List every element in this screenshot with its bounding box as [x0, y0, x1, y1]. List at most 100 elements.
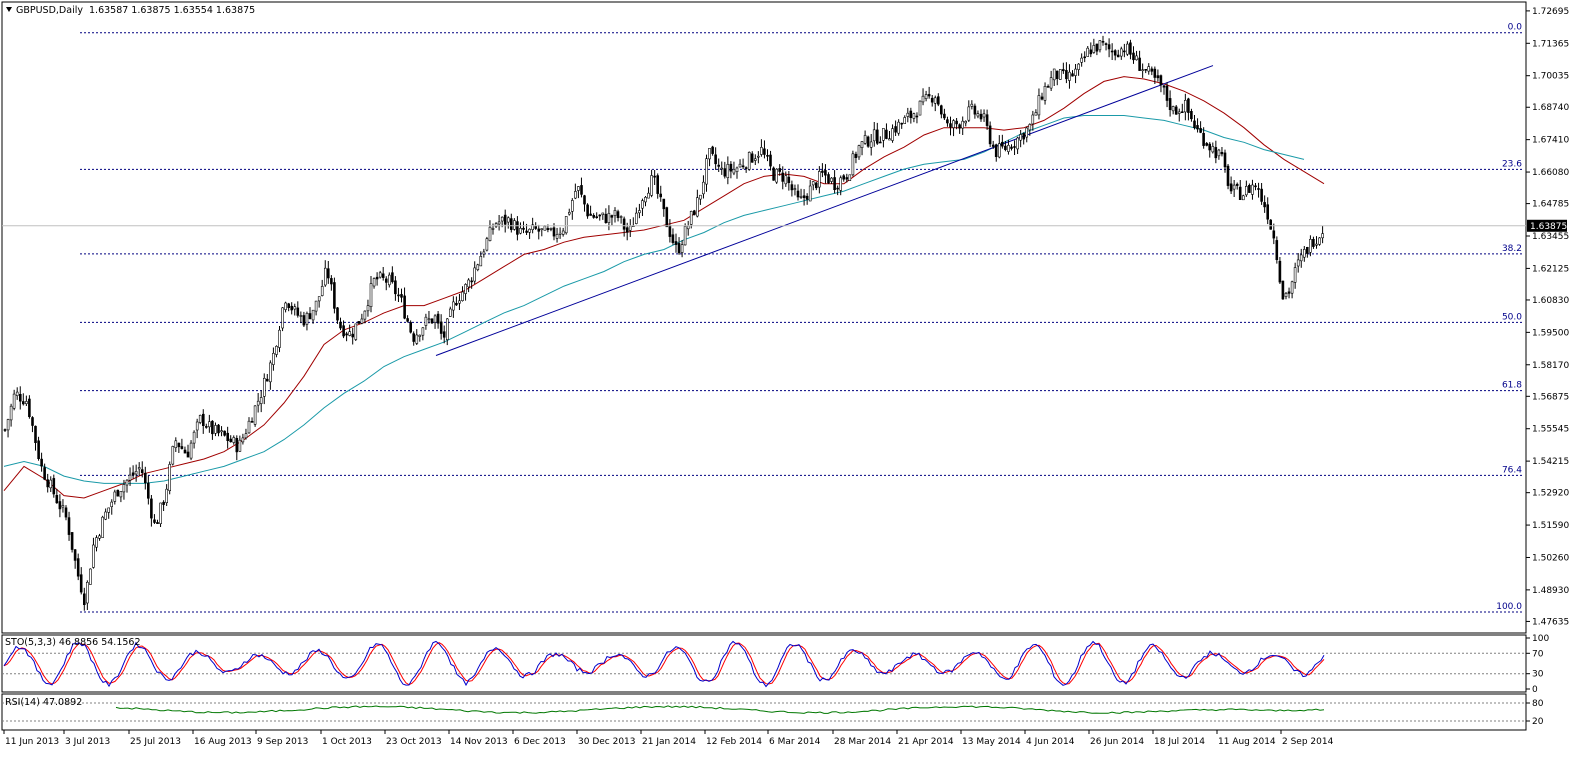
candle-body — [924, 94, 928, 99]
candle-body — [1159, 75, 1163, 86]
candle-body — [540, 228, 544, 230]
trendline-group — [435, 65, 1214, 356]
candle-body — [1303, 249, 1306, 258]
fib-level-label: 0.0 — [1508, 23, 1523, 33]
candle-body — [467, 279, 470, 288]
candle-body — [1007, 145, 1010, 152]
candle-body — [211, 420, 214, 435]
candle-body — [513, 220, 516, 230]
candle-body — [192, 431, 196, 444]
candle-body — [891, 128, 894, 141]
candle-body — [241, 437, 245, 443]
candle-body — [784, 175, 788, 185]
candle-body — [1034, 112, 1038, 116]
candle-body — [31, 417, 34, 426]
candle-body — [18, 393, 22, 402]
candle-body — [567, 212, 571, 215]
candle-body — [1293, 267, 1297, 283]
candle-body — [949, 123, 952, 128]
candle-body — [323, 267, 327, 286]
candle-body — [302, 315, 306, 326]
candle-body — [830, 177, 833, 182]
candle-body — [760, 147, 763, 155]
candle-body — [1086, 47, 1089, 57]
candle-body — [381, 273, 385, 278]
price-tick-label: 1.63455 — [1532, 232, 1569, 242]
candle-body — [1287, 291, 1291, 294]
candle-body — [1120, 48, 1123, 57]
candle-body — [787, 176, 791, 184]
candle-body — [634, 212, 638, 224]
candle-body — [378, 272, 382, 278]
candle-body — [729, 163, 733, 172]
candle-body — [1059, 69, 1062, 80]
candle-body — [1315, 243, 1318, 246]
candle-body — [205, 426, 208, 428]
candle-body — [1174, 106, 1178, 115]
candle-body — [1040, 96, 1044, 100]
candle-body — [76, 558, 80, 577]
candle-body — [1269, 219, 1272, 230]
candle-body — [607, 213, 611, 223]
candle-body — [208, 421, 211, 428]
candle-body — [1092, 45, 1096, 53]
candle-body — [955, 120, 958, 125]
candle-body — [482, 251, 486, 255]
candle-body — [37, 440, 40, 459]
candle-body — [839, 177, 843, 191]
candle-body — [445, 318, 449, 340]
candle-body — [964, 121, 968, 124]
candle-body — [476, 264, 480, 270]
candle-body — [262, 377, 266, 397]
candle-body — [930, 97, 934, 103]
candle-body — [256, 400, 260, 406]
candle-body — [616, 211, 620, 219]
candle-body — [1254, 185, 1257, 188]
candle-body — [1260, 188, 1263, 202]
candle-body — [738, 163, 742, 168]
candle-body — [1037, 95, 1041, 116]
rsi-lines: 80 20 — [2, 699, 1544, 727]
candle-body — [150, 498, 153, 519]
candle-body — [1299, 254, 1303, 262]
candle-body — [644, 197, 647, 203]
candle-body — [348, 331, 352, 336]
candle-body — [235, 437, 239, 453]
candle-body — [860, 141, 864, 149]
trendline — [435, 65, 1214, 356]
candle-body — [756, 155, 760, 158]
candle-body — [1217, 149, 1221, 157]
candle-body — [86, 581, 89, 604]
time-tick-label: 6 Mar 2014 — [769, 737, 821, 747]
candle-body — [622, 218, 626, 230]
candle-body — [131, 472, 135, 476]
candle-body — [220, 430, 223, 433]
candle-body — [253, 405, 257, 425]
candle-body — [275, 345, 278, 355]
candle-body — [732, 169, 736, 174]
candle-body — [1150, 68, 1154, 72]
candle-body — [58, 501, 62, 510]
candle-body — [979, 113, 983, 120]
candle-body — [991, 144, 995, 147]
main-plot-frame — [1, 1, 1527, 634]
chevron-down-icon[interactable] — [6, 7, 12, 12]
candle-body — [333, 282, 336, 309]
candle-body — [574, 191, 577, 199]
candle-body — [101, 516, 104, 538]
candle-body — [61, 505, 65, 508]
candle-body — [775, 168, 778, 183]
candle-body — [1162, 85, 1166, 88]
candle-body — [1220, 152, 1224, 155]
candle-body — [1193, 120, 1196, 129]
candle-body — [269, 362, 272, 383]
candle-body — [1321, 233, 1324, 239]
candle-body — [232, 437, 236, 443]
candle-body — [564, 216, 568, 234]
candle-body — [372, 278, 376, 287]
candle-body — [110, 501, 113, 508]
candle-body — [1312, 239, 1315, 247]
candle-body — [265, 378, 269, 382]
candle-body — [976, 113, 980, 117]
